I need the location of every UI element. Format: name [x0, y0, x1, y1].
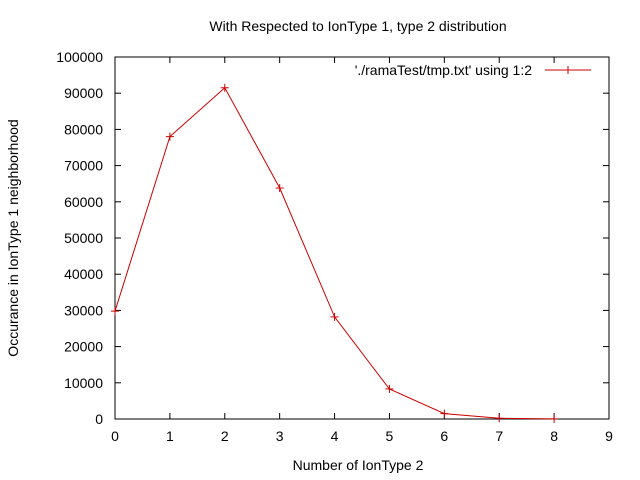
x-tick-label: 0	[111, 428, 119, 444]
y-tick-label: 30000	[64, 302, 103, 318]
x-tick-label: 8	[550, 428, 558, 444]
y-tick-label: 100000	[56, 49, 103, 65]
y-tick-label: 50000	[64, 230, 103, 246]
y-tick-label: 10000	[64, 375, 103, 391]
y-tick-label: 0	[95, 411, 103, 427]
y-tick-label: 80000	[64, 121, 103, 137]
x-tick-label: 7	[495, 428, 503, 444]
series-layer	[111, 83, 559, 423]
x-axis-label: Number of IonType 2	[293, 457, 424, 473]
x-tick-label: 5	[386, 428, 394, 444]
y-tick-label: 40000	[64, 266, 103, 282]
data-point-marker	[385, 384, 394, 393]
data-point-marker	[220, 83, 229, 92]
y-axis-label: Occurance in IonType 1 neighborhood	[5, 119, 21, 356]
y-tick-label: 60000	[64, 194, 103, 210]
y-tick-label: 90000	[64, 85, 103, 101]
data-point-marker	[111, 307, 119, 316]
legend-marker	[564, 66, 572, 74]
x-tick-label: 4	[331, 428, 339, 444]
chart-title: With Respected to IonType 1, type 2 dist…	[209, 18, 506, 34]
x-tick-label: 3	[276, 428, 284, 444]
plot-frame	[114, 56, 610, 420]
legend: './ramaTest/tmp.txt' using 1:2	[355, 62, 591, 78]
x-tick-label: 6	[440, 428, 448, 444]
x-axis-ticks: 0 1 2 3 4 5 6 7 8 9	[111, 57, 613, 444]
data-point-marker	[495, 414, 504, 423]
data-point-marker	[275, 184, 284, 193]
y-tick-label: 20000	[64, 339, 103, 355]
data-point-marker	[165, 132, 174, 141]
data-point-marker	[330, 312, 339, 321]
x-tick-label: 9	[605, 428, 613, 444]
y-tick-label: 70000	[64, 158, 103, 174]
legend-label: './ramaTest/tmp.txt' using 1:2	[355, 62, 533, 78]
data-point-marker	[440, 409, 449, 418]
data-point-marker	[550, 414, 559, 423]
series-line	[114, 87, 555, 420]
x-tick-label: 2	[221, 428, 229, 444]
x-tick-label: 1	[166, 428, 174, 444]
y-axis-ticks: 0 10000 20000 30000 40000 50000 60000 70000 8000…	[56, 49, 609, 427]
